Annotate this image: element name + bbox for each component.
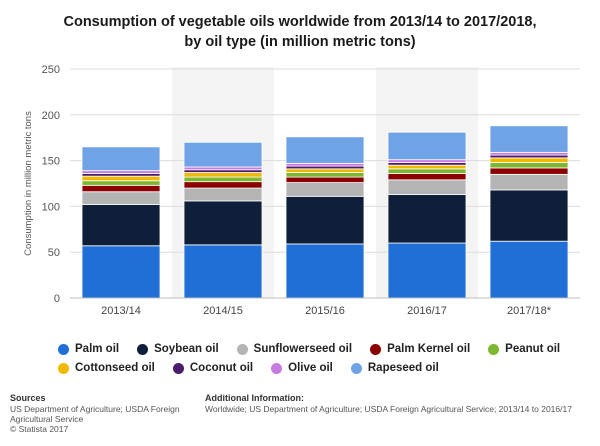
x-tick-label-4: 2017/18*	[507, 305, 552, 317]
legend-swatch-olive-oil	[271, 362, 283, 374]
bar-rapeseed-oil-4	[489, 125, 569, 153]
x-tick-label-1: 2014/15	[203, 305, 243, 317]
x-tick-label-3: 2016/17	[407, 305, 447, 317]
legend-row-1: Palm oil Soybean oil Sunflowerseed oil P…	[58, 340, 578, 358]
bar-soybean-oil-4	[489, 189, 569, 242]
legend-label-coconut-oil: Coconut oil	[189, 362, 254, 374]
bar-peanut-oil-1	[183, 176, 263, 183]
chart-legend: Palm oil Soybean oil Sunflowerseed oil P…	[58, 340, 578, 378]
bar-cottonseed-oil-1	[183, 172, 263, 178]
legend-item-cottonseed-oil[interactable]: Cottonseed oil	[58, 362, 155, 374]
chart-title-line-1: Consumption of vegetable oils worldwide …	[63, 14, 537, 30]
bar-sunflowerseed-oil-4	[489, 173, 569, 191]
bar-rapeseed-oil-1	[183, 141, 263, 168]
legend-swatch-palm-kernel-oil	[370, 343, 382, 355]
additional-info-line-1: Worldwide; US Department of Agriculture;…	[205, 404, 572, 414]
bar-sunflowerseed-oil-1	[183, 187, 263, 202]
y-tick-label-100: 100	[42, 201, 60, 213]
sources-line-2: Agricultural Service	[10, 414, 84, 424]
y-tick-label-150: 150	[42, 156, 60, 168]
legend-item-coconut-oil[interactable]: Coconut oil	[172, 362, 254, 374]
bar-cottonseed-oil-3	[387, 164, 467, 170]
bar-peanut-oil-2	[285, 172, 365, 178]
bar-coconut-oil-3	[387, 162, 467, 166]
bar-rapeseed-oil-0	[81, 146, 161, 172]
y-tick-label-250: 250	[42, 64, 60, 76]
y-axis-label: Consumption in million metric tons	[23, 111, 34, 256]
legend-item-palm-kernel-oil[interactable]: Palm Kernel oil	[370, 343, 470, 355]
bar-palm-oil-3	[387, 242, 467, 299]
sources-line-1: US Department of Agriculture; USDA Forei…	[10, 404, 180, 414]
stacked-bar-chart: 0 50 100 150 200 250 Consumption in million me…	[23, 64, 580, 317]
legend-swatch-peanut-oil	[488, 343, 500, 355]
bar-sunflowerseed-oil-3	[387, 179, 467, 195]
bar-olive-oil-1	[183, 166, 263, 171]
bar-palm-kernel-oil-2	[285, 176, 365, 183]
bar-peanut-oil-3	[387, 168, 467, 174]
legend-item-peanut-oil[interactable]: Peanut oil	[488, 343, 560, 355]
legend-item-soybean-oil[interactable]: Soybean oil	[137, 343, 219, 355]
legend-label-palm-oil: Palm oil	[75, 343, 120, 355]
y-tick-label-0: 0	[54, 293, 60, 305]
bar-palm-kernel-oil-4	[489, 167, 569, 175]
x-tick-label-0: 2013/14	[101, 305, 141, 317]
bar-palm-oil-2	[285, 243, 365, 299]
bar-cottonseed-oil-2	[285, 168, 365, 173]
bar-soybean-oil-2	[285, 195, 365, 245]
bar-palm-kernel-oil-1	[183, 181, 263, 189]
bar-coconut-oil-1	[183, 169, 263, 173]
copyright-line: © Statista 2017	[10, 424, 69, 434]
legend-label-soybean-oil: Soybean oil	[154, 343, 219, 355]
chart-title: Consumption of vegetable oils worldwide …	[0, 12, 600, 52]
legend-label-rapeseed-oil: Rapeseed oil	[367, 362, 439, 374]
bar-palm-oil-4	[489, 240, 569, 299]
y-tick-label-50: 50	[48, 247, 60, 259]
bar-olive-oil-4	[489, 151, 569, 156]
bar-rapeseed-oil-2	[285, 136, 365, 164]
legend-row-2: Cottonseed oil Coconut oil Olive oil Rap…	[58, 359, 578, 377]
legend-item-rapeseed-oil[interactable]: Rapeseed oil	[350, 362, 439, 374]
bar-cottonseed-oil-4	[489, 157, 569, 163]
bar-olive-oil-3	[387, 159, 467, 163]
sources-heading: Sources	[10, 393, 46, 403]
legend-swatch-sunflowerseed-oil	[236, 343, 248, 355]
legend-swatch-soybean-oil	[137, 343, 149, 355]
bar-soybean-oil-1	[183, 200, 263, 246]
bar-cottonseed-oil-0	[81, 175, 161, 182]
legend-swatch-coconut-oil	[172, 362, 184, 374]
bar-sunflowerseed-oil-2	[285, 182, 365, 197]
additional-info-block: Additional Information: Worldwide; US De…	[205, 393, 585, 414]
bar-soybean-oil-0	[81, 204, 161, 247]
legend-label-palm-kernel-oil: Palm Kernel oil	[387, 343, 471, 355]
bar-coconut-oil-0	[81, 173, 161, 177]
legend-item-olive-oil[interactable]: Olive oil	[271, 362, 333, 374]
bar-rapeseed-oil-3	[387, 131, 467, 161]
legend-swatch-palm-oil	[58, 343, 69, 355]
legend-swatch-cottonseed-oil	[58, 362, 69, 374]
legend-label-cottonseed-oil: Cottonseed oil	[75, 362, 155, 374]
bar-coconut-oil-4	[489, 154, 569, 159]
legend-label-sunflowerseed-oil: Sunflowerseed oil	[253, 343, 353, 355]
bar-olive-oil-2	[285, 162, 365, 167]
additional-info-heading: Additional Information:	[205, 393, 304, 403]
bar-sunflowerseed-oil-0	[81, 191, 161, 205]
bar-palm-oil-1	[183, 244, 263, 299]
bar-palm-oil-0	[81, 245, 161, 299]
bar-coconut-oil-2	[285, 165, 365, 170]
x-tick-label-2: 2015/16	[305, 305, 345, 317]
legend-label-olive-oil: Olive oil	[288, 362, 333, 374]
legend-label-peanut-oil: Peanut oil	[505, 343, 561, 355]
bar-palm-kernel-oil-3	[387, 173, 467, 181]
legend-item-sunflowerseed-oil[interactable]: Sunflowerseed oil	[236, 343, 353, 355]
bar-peanut-oil-0	[81, 180, 161, 186]
legend-swatch-rapeseed-oil	[350, 362, 362, 374]
bar-olive-oil-0	[81, 170, 161, 174]
bar-palm-kernel-oil-0	[81, 184, 161, 193]
sources-block: Sources US Department of Agriculture; US…	[10, 393, 200, 434]
y-tick-label-200: 200	[42, 110, 60, 122]
legend-item-palm-oil[interactable]: Palm oil	[58, 343, 119, 355]
bar-peanut-oil-4	[489, 162, 569, 169]
chart-title-line-2: by oil type (in million metric tons)	[184, 34, 416, 50]
bar-soybean-oil-3	[387, 194, 467, 244]
